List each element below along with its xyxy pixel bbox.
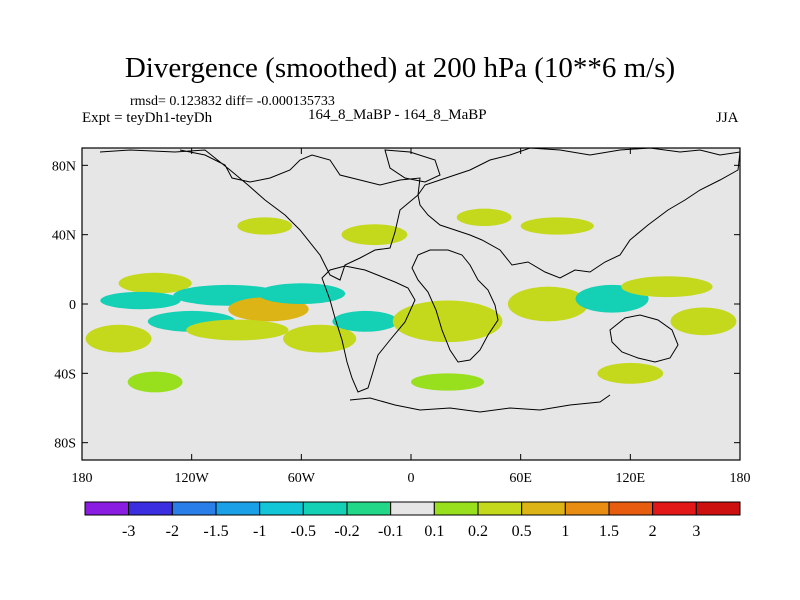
field-region-11 [507, 286, 589, 322]
divergence-field [85, 208, 737, 393]
colorbar-box-8 [433, 501, 479, 516]
colorbar-label-12: 2 [649, 523, 657, 540]
colorbar-box-13 [652, 501, 697, 516]
colorbar-label-1: -2 [166, 523, 179, 540]
colorbar-box-2 [171, 501, 217, 516]
field-region-18 [237, 217, 293, 235]
colorbar-label-11: 1.5 [599, 523, 619, 540]
coastline-australia [609, 314, 679, 363]
y-tick-label-1: 40N [52, 229, 76, 244]
field-region-9 [332, 310, 399, 332]
colorbar-label-8: 0.2 [468, 523, 488, 540]
field-region-17 [520, 217, 594, 235]
y-tick-label-4: 80S [54, 437, 76, 452]
x-tick-label-3: 0 [408, 471, 415, 486]
chart-title: Divergence (smoothed) at 200 hPa (10**6 … [124, 52, 676, 84]
field-region-13 [621, 276, 713, 298]
x-tick-label-4: 60E [509, 471, 532, 486]
coastline-europe-asia [417, 148, 740, 279]
field-region-20 [411, 373, 485, 391]
colorbar-label-3: -1 [253, 523, 266, 540]
colorbar-label-9: 0.5 [512, 523, 532, 540]
colorbar-box-14 [695, 501, 741, 516]
colorbar-box-7 [390, 501, 435, 516]
colorbar-box-11 [564, 501, 610, 516]
colorbar-box-5 [302, 501, 348, 516]
field-region-19 [127, 371, 183, 393]
field-region-6 [186, 319, 289, 341]
field-region-14 [670, 307, 737, 336]
coastlines [99, 148, 740, 413]
x-tick-label-6: 180 [730, 471, 751, 486]
colorbar-label-4: -0.5 [291, 523, 316, 540]
field-region-0 [118, 272, 192, 294]
colorbar-label-6: -0.1 [378, 523, 403, 540]
colorbar-label-0: -3 [122, 523, 135, 540]
coastline-africa [411, 249, 499, 363]
x-tick-label-5: 120E [616, 471, 646, 486]
coastline-north-america [99, 149, 421, 281]
colorbar-box-12 [608, 501, 654, 516]
y-tick-label-0: 80N [52, 159, 76, 174]
field-region-10 [392, 300, 503, 343]
colorbar-label-5: -0.2 [334, 523, 359, 540]
season-label: JJA [716, 110, 739, 126]
y-tick-label-3: 40S [54, 367, 76, 382]
colorbar-label-7: 0.1 [424, 523, 444, 540]
field-region-8 [283, 324, 357, 353]
x-tick-label-2: 60W [288, 471, 316, 486]
x-tick-label-0: 180 [72, 471, 93, 486]
field-region-16 [456, 208, 512, 226]
colorbar-box-1 [128, 501, 173, 516]
field-region-15 [341, 224, 408, 246]
experiment-label: Expt = teyDh1-teyDh [82, 110, 213, 126]
x-tick-label-1: 120W [175, 471, 210, 486]
colorbar: -3 -2 -1.5 -1 -0.5 -0.2 -0.1 0.1 0.2 0.5 1 1.5 2 3 [84, 501, 741, 540]
y-tick-label-2: 0 [69, 298, 76, 313]
colorbar-box-10 [521, 501, 566, 516]
field-region-1 [100, 291, 181, 310]
field-region-4 [257, 283, 346, 304]
colorbar-box-4 [259, 501, 304, 516]
colorbar-label-2: -1.5 [203, 523, 228, 540]
stats-text: rmsd= 0.123832 diff= -0.000135733 [130, 94, 335, 109]
coastline-greenland [384, 149, 441, 183]
field-region-21 [597, 362, 664, 384]
period-label: 164_8_MaBP - 164_8_MaBP [308, 107, 487, 123]
colorbar-box-3 [215, 501, 261, 516]
field-region-7 [85, 324, 152, 353]
colorbar-box-9 [477, 501, 523, 516]
axes: 180 120W 60W 0 60E 120E 180 80N 40N 0 40S 80S [52, 148, 751, 486]
colorbar-label-13: 3 [692, 523, 700, 540]
colorbar-box-0 [84, 501, 130, 516]
colorbar-label-10: 1 [561, 523, 569, 540]
coastline-antarctica [349, 394, 611, 413]
coastline-south-america [321, 265, 416, 393]
colorbar-box-6 [346, 501, 392, 516]
